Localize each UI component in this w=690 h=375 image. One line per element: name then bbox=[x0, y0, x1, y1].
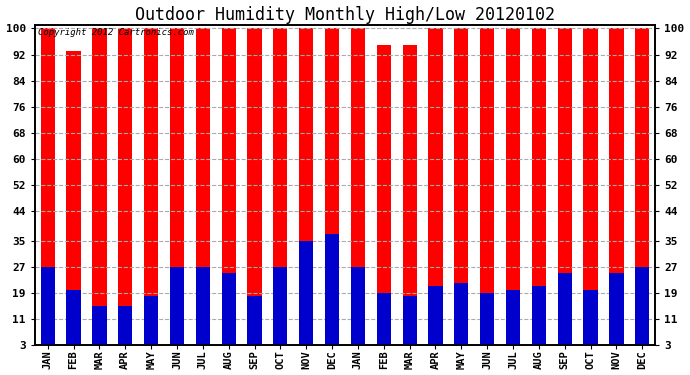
Bar bbox=[170, 28, 184, 345]
Bar bbox=[480, 293, 494, 345]
Bar bbox=[221, 28, 236, 345]
Bar bbox=[609, 273, 624, 345]
Bar bbox=[506, 290, 520, 345]
Bar bbox=[273, 267, 288, 345]
Bar bbox=[41, 28, 55, 345]
Bar bbox=[248, 296, 262, 345]
Bar bbox=[402, 296, 417, 345]
Bar bbox=[454, 28, 469, 345]
Bar bbox=[454, 283, 469, 345]
Bar bbox=[351, 267, 365, 345]
Bar bbox=[248, 28, 262, 345]
Bar bbox=[92, 28, 106, 345]
Bar bbox=[635, 28, 649, 345]
Bar bbox=[66, 51, 81, 345]
Bar bbox=[92, 306, 106, 345]
Bar bbox=[402, 45, 417, 345]
Bar bbox=[428, 286, 442, 345]
Bar bbox=[325, 28, 339, 345]
Title: Outdoor Humidity Monthly High/Low 20120102: Outdoor Humidity Monthly High/Low 201201… bbox=[135, 6, 555, 24]
Text: Copyright 2012 Cartronics.com: Copyright 2012 Cartronics.com bbox=[38, 28, 194, 37]
Bar bbox=[377, 45, 391, 345]
Bar bbox=[351, 28, 365, 345]
Bar bbox=[558, 273, 572, 345]
Bar bbox=[532, 28, 546, 345]
Bar bbox=[299, 28, 313, 345]
Bar bbox=[584, 28, 598, 345]
Bar bbox=[196, 267, 210, 345]
Bar bbox=[196, 28, 210, 345]
Bar bbox=[170, 267, 184, 345]
Bar bbox=[41, 267, 55, 345]
Bar bbox=[377, 293, 391, 345]
Bar bbox=[144, 28, 158, 345]
Bar bbox=[635, 267, 649, 345]
Bar bbox=[118, 306, 132, 345]
Bar bbox=[299, 241, 313, 345]
Bar bbox=[584, 290, 598, 345]
Bar bbox=[66, 290, 81, 345]
Bar bbox=[273, 28, 288, 345]
Bar bbox=[144, 296, 158, 345]
Bar bbox=[506, 28, 520, 345]
Bar bbox=[221, 273, 236, 345]
Bar bbox=[609, 28, 624, 345]
Bar bbox=[428, 28, 442, 345]
Bar bbox=[558, 28, 572, 345]
Bar bbox=[325, 234, 339, 345]
Bar bbox=[118, 28, 132, 345]
Bar bbox=[480, 28, 494, 345]
Bar bbox=[532, 286, 546, 345]
